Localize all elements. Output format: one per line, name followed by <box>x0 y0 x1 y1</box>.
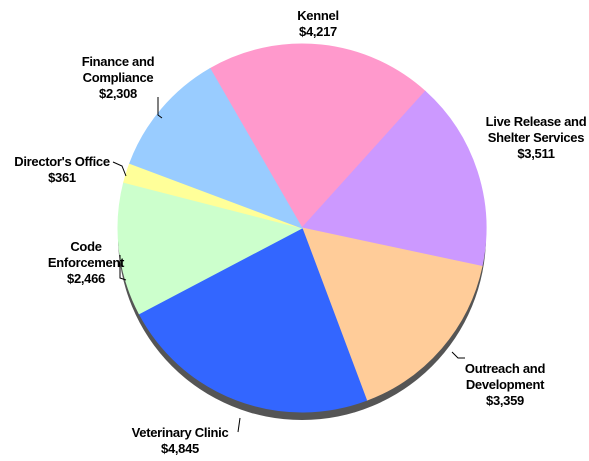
value-label: $4,845 <box>161 441 199 456</box>
category-name: Veterinary Clinic <box>131 425 229 440</box>
value-label: $3,511 <box>517 146 555 161</box>
wedge <box>209 43 426 229</box>
slice-label: Code Enforcement $2,466 <box>46 239 126 287</box>
wedges <box>117 43 487 413</box>
leader-line <box>112 161 127 177</box>
category-name: Kennel <box>297 8 339 23</box>
wedge <box>117 181 304 315</box>
leader-line <box>451 351 465 359</box>
value-label: $361 <box>48 170 76 185</box>
wedge <box>138 227 368 413</box>
value-label: $3,359 <box>486 393 524 408</box>
category-name: Live Release and Shelter Services <box>485 114 587 145</box>
leader-line <box>157 97 163 119</box>
slice-label: Veterinary Clinic $4,845 <box>100 425 260 457</box>
wedge <box>301 227 483 401</box>
slice-label: Director's Office $361 <box>2 154 122 186</box>
value-label: $2,466 <box>67 271 105 286</box>
wedge <box>129 67 304 229</box>
wedge <box>301 90 487 268</box>
category-name: Code Enforcement <box>47 239 125 270</box>
value-label: $2,308 <box>99 86 137 101</box>
leader-line <box>237 417 241 433</box>
slice-label: Outreach and Development $3,359 <box>455 361 555 409</box>
slice-label: Kennel $4,217 <box>273 8 363 40</box>
category-name: Finance and Compliance <box>81 54 155 85</box>
category-name: Outreach and Development <box>464 361 546 392</box>
leader-line <box>119 255 127 281</box>
slice-label: Live Release and Shelter Services $3,511 <box>471 114 589 162</box>
value-label: $4,217 <box>299 24 337 39</box>
slice-label: Finance and Compliance $2,308 <box>73 54 163 102</box>
category-name: Director's Office <box>14 154 110 169</box>
